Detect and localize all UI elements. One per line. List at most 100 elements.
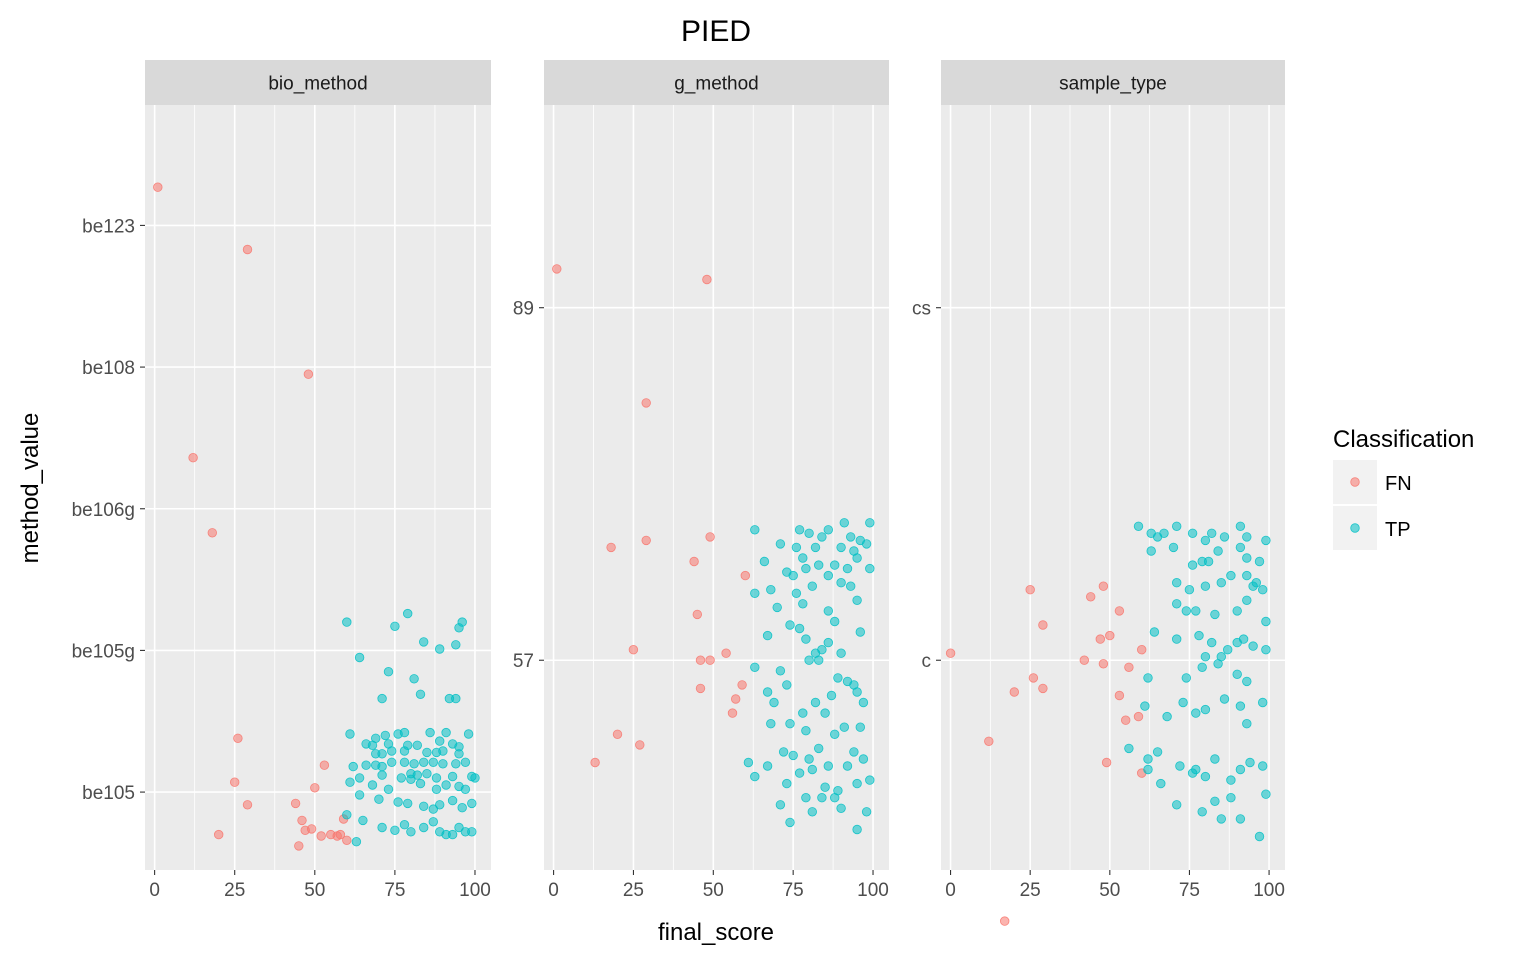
data-point	[1261, 616, 1271, 627]
data-point	[1191, 708, 1201, 718]
data-point	[689, 556, 699, 567]
data-point	[737, 680, 747, 690]
data-point	[1226, 793, 1236, 803]
data-point	[695, 655, 706, 665]
data-point	[422, 747, 432, 758]
data-point	[207, 528, 218, 538]
data-point	[425, 727, 435, 738]
data-point	[383, 667, 394, 677]
data-point	[823, 606, 834, 616]
data-point	[419, 801, 429, 812]
data-point	[1178, 697, 1188, 708]
data-point	[855, 722, 866, 732]
data-point	[791, 542, 802, 553]
data-point	[188, 453, 198, 463]
data-point	[387, 746, 397, 756]
data-point	[1171, 599, 1182, 609]
data-point	[842, 761, 853, 771]
data-point	[460, 784, 471, 795]
series-TP	[1124, 521, 1271, 842]
data-point	[762, 630, 773, 641]
series-FN	[945, 581, 1147, 926]
data-point	[303, 369, 314, 379]
data-point	[1105, 630, 1115, 641]
data-point	[1242, 676, 1252, 687]
data-point	[846, 581, 856, 591]
data-point	[858, 697, 869, 708]
data-point	[153, 182, 163, 192]
data-point	[1101, 757, 1112, 768]
data-point	[839, 722, 850, 732]
legend-title: Classification	[1333, 426, 1474, 453]
data-point	[772, 602, 782, 613]
data-point	[396, 773, 407, 783]
data-point	[858, 754, 869, 764]
data-point	[294, 841, 304, 851]
data-point	[785, 719, 795, 729]
data-point	[377, 770, 387, 780]
data-point	[750, 662, 760, 673]
data-point	[310, 783, 320, 793]
data-point	[1200, 652, 1211, 662]
data-point	[1261, 789, 1271, 799]
data-point	[836, 578, 846, 588]
data-point	[804, 528, 814, 539]
data-point	[705, 655, 715, 665]
data-point	[721, 648, 731, 658]
data-point	[403, 798, 413, 809]
data-point	[635, 740, 645, 750]
data-point	[457, 803, 467, 813]
data-point	[1235, 814, 1246, 824]
data-point	[817, 645, 827, 655]
x-tick-label: 100	[857, 880, 889, 901]
facet-panel-sample_type: sample_type 0 25 50 75 100 c cs	[912, 60, 1285, 926]
data-point	[1197, 662, 1207, 673]
data-point	[817, 793, 827, 803]
x-tick-label: 50	[304, 880, 325, 901]
data-point	[769, 697, 779, 708]
data-point	[419, 637, 429, 647]
data-point	[628, 645, 639, 655]
x-tick-label: 50	[1099, 880, 1120, 901]
series-FN	[552, 264, 751, 768]
data-point	[467, 798, 477, 809]
data-point	[361, 760, 371, 770]
data-point	[1216, 578, 1227, 588]
data-point	[814, 743, 824, 754]
data-point	[852, 595, 862, 606]
data-point	[750, 771, 760, 782]
y-tick-label: 57	[513, 651, 534, 672]
data-point	[1206, 637, 1217, 648]
data-point	[1149, 627, 1160, 637]
data-point	[775, 800, 786, 810]
data-point	[782, 680, 792, 690]
data-point	[380, 730, 391, 741]
data-point	[428, 804, 439, 814]
data-point	[788, 750, 798, 761]
data-point	[431, 784, 442, 795]
legend-label-TP: TP	[1385, 519, 1411, 541]
data-point	[830, 616, 840, 627]
data-point	[798, 708, 808, 718]
data-point	[447, 829, 458, 840]
data-point	[1143, 764, 1153, 775]
data-point	[419, 822, 429, 833]
data-point	[431, 773, 442, 783]
data-point	[1232, 669, 1242, 680]
data-point	[823, 570, 834, 581]
data-point	[750, 588, 760, 599]
data-point	[731, 694, 741, 704]
y-tick-label: cs	[912, 299, 931, 320]
data-point	[1257, 761, 1268, 771]
data-point	[1162, 711, 1172, 722]
data-point	[457, 617, 467, 627]
data-point	[335, 829, 346, 840]
data-point	[1136, 645, 1147, 655]
x-tick-label: 25	[1020, 880, 1041, 901]
data-point	[387, 757, 397, 768]
data-point	[1235, 542, 1246, 553]
data-point	[1213, 546, 1223, 556]
data-point	[1187, 560, 1198, 570]
data-point	[354, 790, 365, 800]
